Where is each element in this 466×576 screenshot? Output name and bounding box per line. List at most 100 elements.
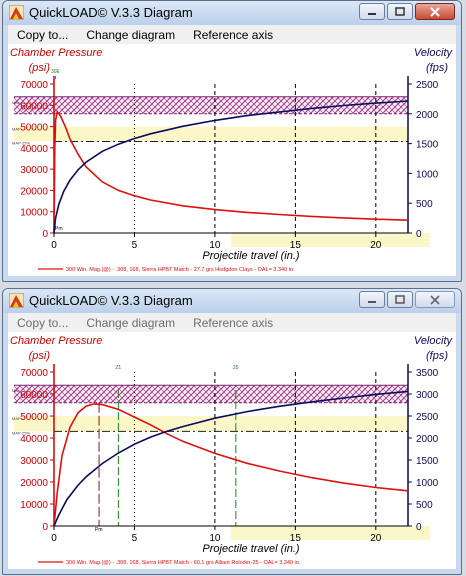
close-button[interactable]: [415, 291, 455, 308]
right-axis-title: Velocity: [414, 47, 454, 59]
left-tick-label: 0: [42, 229, 48, 240]
x-tick-label: 20: [370, 533, 382, 544]
left-tick-label: 20000: [20, 186, 48, 197]
menu-change-diagram[interactable]: Change diagram: [86, 315, 176, 330]
right-tick-label: 2500: [416, 80, 439, 91]
x-tick-label: 15: [290, 533, 302, 544]
right-tick-label: 0: [416, 229, 422, 240]
max-pressure-band: [14, 385, 408, 403]
left-tick-label: 30000: [20, 165, 48, 176]
pressure-velocity-chart: MaxMAPMAP-25%010000200003000040000500006…: [10, 335, 454, 566]
band-label-map: MAP: [12, 127, 21, 132]
x-axis-title: Projectile travel (in.): [202, 250, 300, 262]
diagram-client-area: Max MAP MAP-25% 0 10000 20000 30000 40000 50000 6…: [8, 44, 456, 276]
right-axis-unit: (fps): [426, 350, 448, 362]
marker-label: Z1: [115, 365, 121, 371]
band-label-map-25: MAP-25%: [12, 430, 30, 435]
legend-text: 300 Win. Mag.(@) - .308, 168, Sierra HPB…: [66, 267, 295, 273]
right-tick-label: 500: [416, 500, 433, 511]
marker-label: 25: [233, 365, 239, 371]
right-axis-unit: (fps): [426, 62, 448, 74]
title-bar[interactable]: QuickLOAD© V.3.3 Diagram: [3, 289, 461, 313]
marker-label: Pm: [95, 527, 103, 533]
left-tick-label: 50000: [20, 123, 48, 134]
diagram-client-area: Max MAP MAP-25% 0 10000 20000 30000 40000 50000 6…: [8, 332, 456, 569]
menu-copy-to[interactable]: Copy to...: [17, 27, 69, 42]
x-tick-label: 20: [370, 240, 382, 251]
left-tick-label: 60000: [20, 390, 48, 401]
legend-text: 300 Win. Mag.(@) - .308, 168, Sierra HPB…: [66, 560, 301, 566]
left-axis-unit: (psi): [29, 62, 51, 74]
diagram-window-top[interactable]: QuickLOAD© V.3.3 Diagram Copy to... Chan…: [2, 0, 462, 282]
left-tick-label: 20000: [20, 478, 48, 489]
menu-reference-axis[interactable]: Reference axis: [193, 27, 274, 42]
title-bar[interactable]: QuickLOAD© V.3.3 Diagram: [3, 1, 461, 25]
right-tick-label: 1000: [416, 478, 439, 489]
maximize-button[interactable]: [387, 291, 413, 308]
x-tick-label: 15: [290, 240, 302, 251]
right-tick-label: 2500: [416, 412, 439, 423]
quickload-app-icon: [9, 293, 24, 308]
band-label-map: MAP: [12, 416, 21, 421]
velocity-curve: [53, 390, 409, 527]
right-tick-label: 3000: [416, 390, 439, 401]
x-axis-highlight-zone: [231, 233, 430, 247]
band-label-max: Max: [12, 100, 20, 105]
pressure-curve: [53, 109, 409, 234]
x-tick-label: 10: [209, 533, 221, 544]
diagram-window-bottom[interactable]: QuickLOAD© V.3.3 Diagram Copy to... Chan…: [2, 288, 462, 575]
marker-dot: [53, 76, 56, 79]
x-axis-title: Projectile travel (in.): [202, 543, 300, 555]
menu-copy-to[interactable]: Copy to...: [17, 315, 69, 330]
left-tick-label: 30000: [20, 456, 48, 467]
max-pressure-band: [14, 96, 408, 114]
left-tick-label: 70000: [20, 80, 48, 91]
menu-reference-axis[interactable]: Reference axis: [193, 315, 274, 330]
window-title: QuickLOAD© V.3.3 Diagram: [29, 5, 193, 20]
band-label-map-25: MAP-25%: [12, 140, 30, 145]
left-tick-label: 10000: [20, 208, 48, 219]
close-icon: [430, 294, 440, 305]
right-tick-label: 0: [416, 522, 422, 533]
right-tick-label: 1500: [416, 140, 439, 151]
quickload-app-icon: [9, 5, 24, 20]
menu-bar: Copy to... Change diagram Reference axis: [8, 25, 456, 44]
marker-label: 30E: [51, 69, 61, 75]
left-tick-label: 70000: [20, 368, 48, 379]
marker-label: Pm: [55, 226, 63, 232]
menu-bar: Copy to... Change diagram Reference axis: [8, 313, 456, 332]
close-icon: [430, 6, 440, 17]
left-axis-unit: (psi): [29, 350, 51, 362]
right-tick-label: 2000: [416, 434, 439, 445]
x-tick-label: 0: [51, 240, 57, 251]
left-tick-label: 10000: [20, 500, 48, 511]
minimize-icon: [368, 12, 376, 15]
right-tick-label: 2000: [416, 110, 439, 121]
x-tick-label: 0: [51, 533, 57, 544]
left-tick-label: 40000: [20, 434, 48, 445]
x-tick-label: 10: [209, 240, 221, 251]
minimize-button[interactable]: [359, 291, 385, 308]
minimize-icon: [368, 300, 376, 303]
left-axis-title: Chamber Pressure: [10, 335, 102, 347]
window-title: QuickLOAD© V.3.3 Diagram: [29, 293, 193, 308]
x-axis-highlight-zone: [231, 526, 430, 540]
x-tick-label: 5: [132, 240, 138, 251]
map-25-band: [14, 416, 408, 432]
right-tick-label: 500: [416, 199, 433, 210]
maximize-button[interactable]: [387, 3, 413, 20]
right-tick-label: 3500: [416, 368, 439, 379]
pressure-velocity-chart: MaxMAPMAP-25%010000200003000040000500006…: [10, 47, 454, 273]
right-tick-label: 1000: [416, 169, 439, 180]
band-label-max: Max: [12, 388, 20, 393]
right-axis-title: Velocity: [414, 335, 454, 347]
x-tick-label: 5: [132, 533, 138, 544]
left-tick-label: 40000: [20, 144, 48, 155]
maximize-icon: [395, 7, 405, 16]
minimize-button[interactable]: [359, 3, 385, 20]
close-button[interactable]: [415, 3, 455, 20]
left-tick-label: 60000: [20, 101, 48, 112]
map-25-band: [14, 126, 408, 142]
menu-change-diagram[interactable]: Change diagram: [86, 27, 176, 42]
left-tick-label: 50000: [20, 412, 48, 423]
